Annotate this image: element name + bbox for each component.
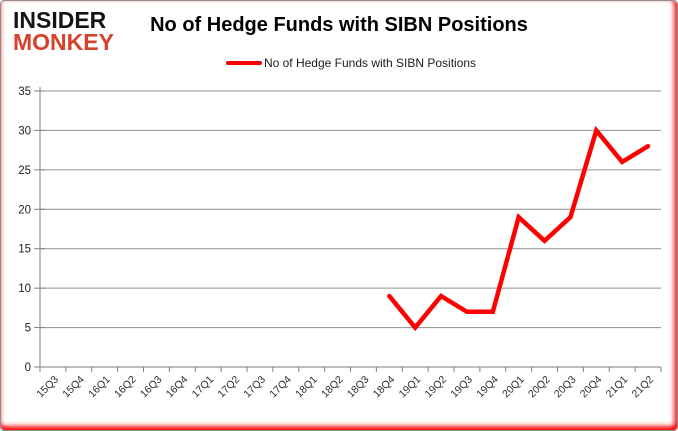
svg-text:18Q1: 18Q1 — [293, 374, 320, 401]
svg-text:17Q4: 17Q4 — [267, 374, 294, 401]
legend-line-swatch-icon — [225, 60, 262, 66]
plot-area: 0 5 10 15 20 25 30 35 15Q3 15Q4 16Q1 16Q2 16Q3 16Q4 17… — [1, 81, 677, 430]
svg-text:16Q4: 16Q4 — [164, 374, 191, 401]
svg-text:30: 30 — [18, 125, 31, 137]
svg-text:20Q4: 20Q4 — [578, 374, 605, 401]
svg-text:16Q3: 16Q3 — [138, 374, 165, 401]
svg-text:18Q3: 18Q3 — [345, 374, 372, 401]
svg-text:0: 0 — [25, 362, 31, 374]
logo-line-insider: INSIDER — [13, 7, 107, 33]
svg-text:15: 15 — [18, 244, 31, 256]
svg-text:19Q1: 19Q1 — [397, 374, 424, 401]
svg-text:20Q1: 20Q1 — [500, 374, 527, 401]
insider-monkey-logo: INSIDER MONKEY — [13, 7, 114, 55]
svg-text:17Q3: 17Q3 — [241, 374, 268, 401]
svg-text:17Q2: 17Q2 — [216, 374, 243, 401]
svg-text:20Q3: 20Q3 — [552, 374, 579, 401]
svg-text:20Q2: 20Q2 — [526, 374, 553, 401]
legend: No of Hedge Funds with SIBN Positions — [13, 56, 677, 70]
svg-text:19Q3: 19Q3 — [448, 374, 475, 401]
logo-line-monkey: MONKEY — [13, 29, 114, 55]
svg-text:35: 35 — [18, 86, 31, 98]
chart-title: No of Hedge Funds with SIBN Positions — [150, 14, 528, 36]
svg-text:10: 10 — [18, 283, 31, 295]
legend-label: No of Hedge Funds with SIBN Positions — [263, 56, 477, 70]
svg-text:15Q3: 15Q3 — [34, 374, 61, 401]
svg-text:17Q1: 17Q1 — [190, 374, 217, 401]
svg-text:21Q2: 21Q2 — [630, 374, 657, 401]
svg-text:20: 20 — [18, 204, 31, 216]
svg-text:19Q4: 19Q4 — [474, 374, 501, 401]
svg-text:5: 5 — [25, 323, 31, 335]
svg-text:19Q2: 19Q2 — [423, 374, 450, 401]
svg-text:15Q4: 15Q4 — [60, 374, 87, 401]
svg-text:18Q2: 18Q2 — [319, 374, 346, 401]
svg-text:16Q2: 16Q2 — [112, 374, 139, 401]
svg-text:18Q4: 18Q4 — [371, 374, 398, 401]
svg-text:16Q1: 16Q1 — [86, 374, 113, 401]
svg-text:21Q1: 21Q1 — [604, 374, 631, 401]
svg-text:25: 25 — [18, 165, 31, 177]
